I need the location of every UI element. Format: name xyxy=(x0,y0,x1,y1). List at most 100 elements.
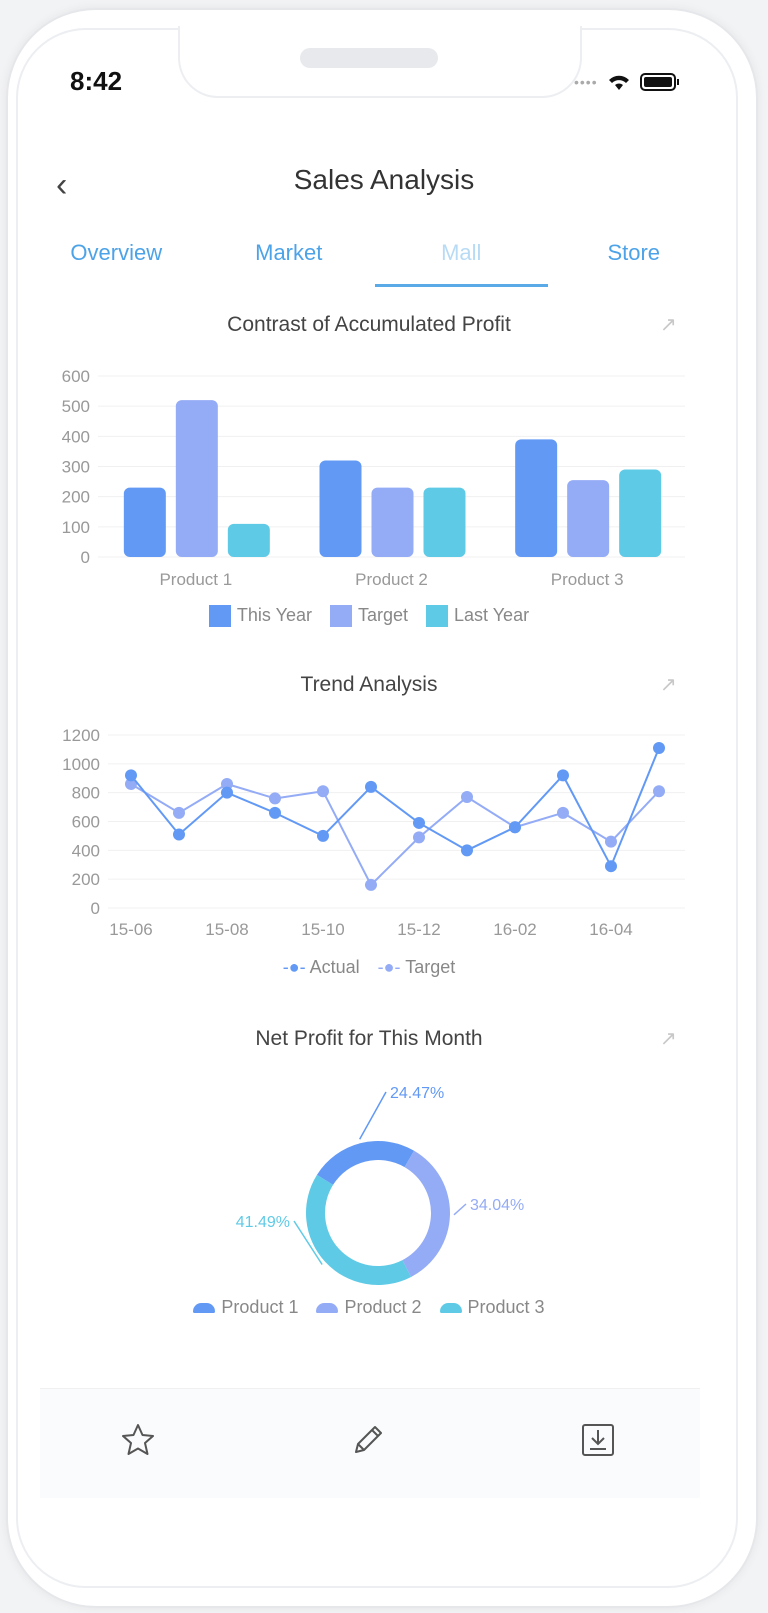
label-leader xyxy=(359,1091,387,1140)
y-tick-label: 500 xyxy=(62,397,90,416)
donut-chart: 24.47% 34.04% 41.49% xyxy=(236,1085,524,1285)
data-point xyxy=(173,828,185,841)
bar-chart: 0 100 200 300 400 500 600 Product 1 Product 2 Pro… xyxy=(62,367,685,589)
screen xyxy=(16,28,738,1588)
bar xyxy=(371,487,414,557)
expand-icon[interactable]: ↗ xyxy=(660,674,677,696)
y-tick-label: 400 xyxy=(62,427,90,446)
data-point xyxy=(365,780,377,793)
y-tick-label: 200 xyxy=(72,870,100,889)
legend-label: Product 3 xyxy=(467,1297,545,1317)
bar xyxy=(567,480,610,557)
donut-slice xyxy=(402,1150,451,1277)
data-point xyxy=(509,821,521,834)
data-point xyxy=(269,792,281,805)
data-point xyxy=(413,831,425,844)
bar xyxy=(123,487,166,557)
bar xyxy=(619,469,662,557)
data-point xyxy=(221,778,233,791)
legend-last-year[interactable]: Last Year xyxy=(426,605,530,628)
legend-this-year[interactable]: This Year xyxy=(208,605,312,628)
slice-label: 34.04% xyxy=(470,1197,524,1214)
legend-swatch xyxy=(439,1303,462,1314)
legend-label: Target xyxy=(405,957,456,977)
data-point xyxy=(125,778,137,791)
legend-swatch xyxy=(329,605,352,628)
y-tick-label: 0 xyxy=(81,548,90,567)
bar-chart-title: Contrast of Accumulated Profit xyxy=(227,313,511,336)
x-tick-label: 15-12 xyxy=(397,920,440,939)
bar xyxy=(423,487,466,557)
back-button[interactable]: ‹ xyxy=(56,166,67,205)
legend-swatch xyxy=(426,605,448,628)
data-point xyxy=(653,741,665,754)
slice-label: 41.49% xyxy=(236,1214,290,1231)
data-point xyxy=(413,816,425,829)
legend-product-2[interactable]: Product 2 xyxy=(316,1297,422,1318)
label-leader xyxy=(453,1203,467,1216)
legend-marker: -●- xyxy=(377,957,401,977)
y-tick-label: 0 xyxy=(91,899,100,918)
data-point xyxy=(173,806,185,819)
x-tick-label: 16-04 xyxy=(589,920,632,939)
legend-product-3[interactable]: Product 3 xyxy=(439,1297,545,1318)
y-tick-label: 1200 xyxy=(62,726,100,745)
x-tick-label: 15-08 xyxy=(205,920,248,939)
data-point xyxy=(269,806,281,819)
pie-legend: Product 1 Product 2 Product 3 xyxy=(0,1297,738,1318)
page-title: Sales Analysis xyxy=(293,164,475,195)
tab-overview[interactable]: Overview xyxy=(70,240,163,265)
legend-product-1[interactable]: Product 1 xyxy=(193,1297,298,1318)
expand-icon[interactable]: ↗ xyxy=(660,1028,677,1050)
tab-mall[interactable]: Mall xyxy=(375,240,548,287)
x-tick-label: Product 3 xyxy=(551,570,624,589)
status-time: 8:42 xyxy=(70,66,123,96)
y-tick-label: 1000 xyxy=(62,755,100,774)
data-point xyxy=(125,769,137,782)
star-icon[interactable] xyxy=(120,1422,156,1458)
legend-label: Target xyxy=(357,605,408,625)
x-tick-label: Product 2 xyxy=(355,570,428,589)
legend-actual[interactable]: -●- Actual xyxy=(283,957,360,978)
data-point xyxy=(557,806,569,819)
pencil-icon[interactable] xyxy=(350,1422,386,1458)
legend-swatch xyxy=(208,605,231,628)
status-icons: •••• xyxy=(574,72,680,92)
legend-label: Product 2 xyxy=(344,1297,422,1317)
y-tick-label: 200 xyxy=(62,488,90,507)
line-legend: -●- Actual -●- Target xyxy=(0,957,738,978)
data-point xyxy=(317,785,329,798)
legend-swatch xyxy=(316,1303,339,1314)
series-line-target xyxy=(130,782,660,887)
y-tick-label: 400 xyxy=(72,841,100,860)
legend-target[interactable]: Target xyxy=(329,605,408,628)
legend-swatch xyxy=(193,1303,216,1314)
line-chart-title: Trend Analysis xyxy=(300,673,438,696)
data-point xyxy=(557,769,569,782)
tab-market[interactable]: Market xyxy=(255,240,323,265)
battery-icon xyxy=(639,73,679,91)
y-tick-label: 300 xyxy=(62,458,90,477)
expand-icon[interactable]: ↗ xyxy=(660,314,677,336)
legend-marker: -●- xyxy=(282,957,306,977)
tab-bar: Overview Market Mall Store xyxy=(30,240,720,287)
x-tick-label: Product 1 xyxy=(159,570,232,589)
legend-target[interactable]: -●- Target xyxy=(378,957,456,978)
data-point xyxy=(317,829,329,842)
bar-legend: This Year Target Last Year xyxy=(0,605,738,628)
y-tick-label: 800 xyxy=(72,784,100,803)
series-line-actual xyxy=(130,747,660,869)
bar xyxy=(319,460,362,557)
data-point xyxy=(605,860,617,873)
speaker xyxy=(300,48,438,68)
legend-label: Actual xyxy=(309,957,360,977)
tab-store[interactable]: Store xyxy=(607,240,661,265)
bar xyxy=(227,523,270,557)
donut-slice xyxy=(306,1174,412,1285)
legend-label: Last Year xyxy=(454,605,530,625)
download-icon[interactable] xyxy=(580,1422,616,1458)
data-point xyxy=(605,835,617,848)
legend-label: Product 1 xyxy=(221,1297,299,1317)
data-point xyxy=(653,785,665,798)
data-point xyxy=(365,878,377,891)
